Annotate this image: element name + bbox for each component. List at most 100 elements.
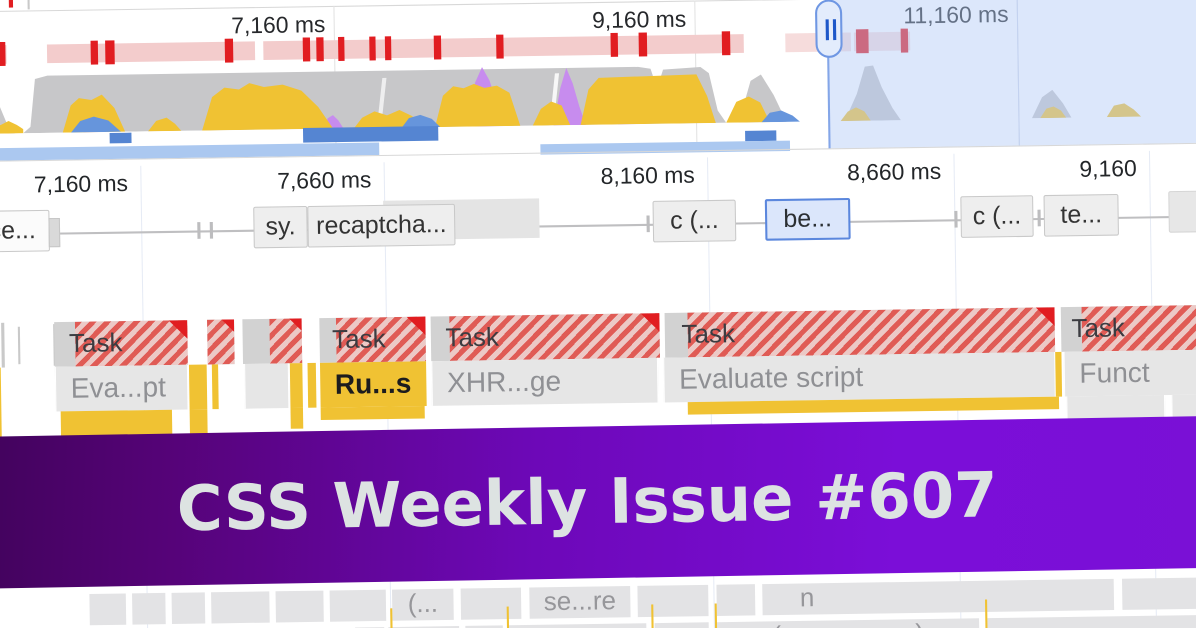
flame-event-label: (...) [558, 624, 597, 628]
ruler-time-label: 8,660 ms [846, 158, 942, 186]
task-label: Task [681, 319, 736, 350]
flame-event-bar[interactable] [716, 584, 756, 616]
flame-event-label: (anonymous) [772, 619, 924, 628]
long-task-warning-triangle-icon [1035, 307, 1055, 327]
flame-event-bar[interactable] [211, 591, 270, 624]
long-task-warning-triangle-icon [640, 313, 660, 333]
flame-event-bar[interactable]: se...re [529, 586, 631, 619]
flame-event-bar[interactable] [211, 364, 219, 410]
network-overview-bar [745, 130, 777, 142]
long-task-bar[interactable]: Task [1060, 304, 1196, 352]
network-request-item[interactable]: c (... [652, 199, 737, 243]
network-request-nub [48, 217, 61, 248]
selection-drag-handle[interactable] [814, 0, 843, 59]
long-task-warning-triangle-icon [406, 316, 426, 336]
flame-event-bar[interactable] [329, 589, 387, 622]
overview-time-label: 7,160 ms [231, 11, 326, 39]
network-request-label: ce... [0, 216, 37, 246]
ruler-time-label: 8,160 ms [600, 161, 695, 190]
network-request-label: te... [1060, 200, 1103, 230]
flame-event-bar[interactable] [654, 622, 710, 628]
long-task-warning-triangle-icon [289, 318, 302, 332]
flame-event-bar[interactable]: Evaluate script [663, 351, 1056, 403]
long-task-bar[interactable]: Task [319, 316, 427, 363]
long-task-bar[interactable]: Task [54, 320, 188, 367]
flame-event-bar[interactable]: Ru...s [319, 361, 427, 408]
flame-event-bar[interactable] [171, 592, 206, 625]
flame-event-bar[interactable]: (anonymous) [716, 618, 980, 628]
long-task-stripes [687, 307, 1056, 358]
flame-event-bar[interactable] [275, 590, 324, 623]
flame-event-bar[interactable]: (... [391, 588, 454, 621]
flame-event-label: Evaluate script [678, 361, 864, 395]
flame-event-label: se...re [543, 586, 617, 617]
flame-event-label: n [799, 583, 815, 613]
flame-event-label: Eva...pt [70, 371, 167, 404]
task-label: Task [1071, 313, 1126, 344]
long-task-warning-triangle-icon [168, 320, 188, 340]
flame-event-bar[interactable]: Funct [1063, 349, 1196, 397]
flame-event-bar[interactable] [244, 363, 290, 409]
network-request-label: c (... [972, 201, 1022, 231]
flame-sliver [1, 322, 5, 368]
flame-event-bar[interactable] [89, 593, 127, 626]
network-whisker-tick [954, 210, 958, 228]
network-request-item[interactable]: ce... [0, 209, 50, 253]
flame-event-bar[interactable]: n [762, 578, 1115, 616]
ruler-time-label: 7,160 ms [33, 170, 129, 198]
flame-event-bar[interactable] [637, 584, 709, 618]
flame-event-bar[interactable] [987, 614, 1196, 628]
flame-event-bar[interactable]: Eva...pt [54, 364, 189, 412]
handle-grip-icon [832, 19, 837, 41]
flame-event-bar[interactable] [1066, 395, 1166, 420]
flame-event-label: Ru...s [334, 367, 412, 401]
network-request-item[interactable]: te... [1043, 193, 1119, 237]
long-task-bar[interactable] [242, 318, 303, 364]
banner-title: CSS Weekly Issue #607 [176, 459, 999, 546]
handle-grip-icon [825, 19, 830, 41]
network-request-item[interactable] [1168, 190, 1196, 233]
minimap-gray-tick [27, 0, 30, 10]
ruler-time-label: 9,160 [1079, 155, 1137, 183]
network-request-label: recaptcha... [315, 210, 447, 241]
css-weekly-ribbon: CSS Weekly Issue #607 [0, 415, 1196, 590]
flame-event-bar[interactable] [290, 407, 304, 429]
task-label: Task [68, 328, 123, 359]
flame-event-label: XHR...ge [446, 365, 562, 399]
flame-event-bar[interactable] [460, 587, 522, 620]
network-request-item[interactable]: recaptcha... [307, 203, 456, 248]
network-whisker-tick [1037, 209, 1041, 227]
flame-event-bar[interactable] [188, 364, 208, 410]
flame-event-bar[interactable] [320, 406, 425, 421]
flame-event-bar[interactable] [289, 363, 303, 409]
cpu-activity-chart[interactable] [0, 45, 1196, 134]
network-request-item[interactable]: sy. [253, 205, 308, 249]
flame-event-label: (... [407, 588, 439, 619]
network-request-label: be... [783, 204, 833, 234]
flame-event-bar[interactable] [307, 362, 317, 408]
overview-time-label: 9,160 ms [591, 5, 687, 34]
flame-event-bar[interactable] [1171, 394, 1196, 418]
ruler-time-label: 7,660 ms [277, 166, 372, 194]
task-label: Task [331, 324, 386, 355]
task-label: Task [445, 322, 500, 353]
flame-sliver [17, 326, 21, 365]
flame-event-bar[interactable] [1121, 577, 1196, 610]
flame-event-bar[interactable] [1055, 351, 1063, 397]
flame-event-bar[interactable] [132, 592, 166, 625]
flame-event-bar[interactable]: XHR...ge [431, 357, 659, 406]
long-task-bar[interactable]: Task [430, 313, 661, 362]
long-task-bar[interactable]: Task [664, 307, 1056, 358]
network-request-item[interactable]: c (... [960, 195, 1034, 238]
network-request-item-selected[interactable]: be... [764, 197, 851, 241]
flame-event-bar[interactable]: (...) [509, 623, 647, 628]
network-whisker-tick [646, 215, 650, 233]
flame-event-label: Funct [1079, 356, 1150, 390]
long-task-bar[interactable] [207, 319, 235, 365]
long-task-warning-triangle-icon [221, 319, 235, 333]
network-whisker-tick [197, 222, 201, 239]
network-whisker-tick [209, 221, 214, 239]
network-overview-bar [109, 132, 132, 144]
overview-selection-region[interactable] [827, 0, 1196, 149]
